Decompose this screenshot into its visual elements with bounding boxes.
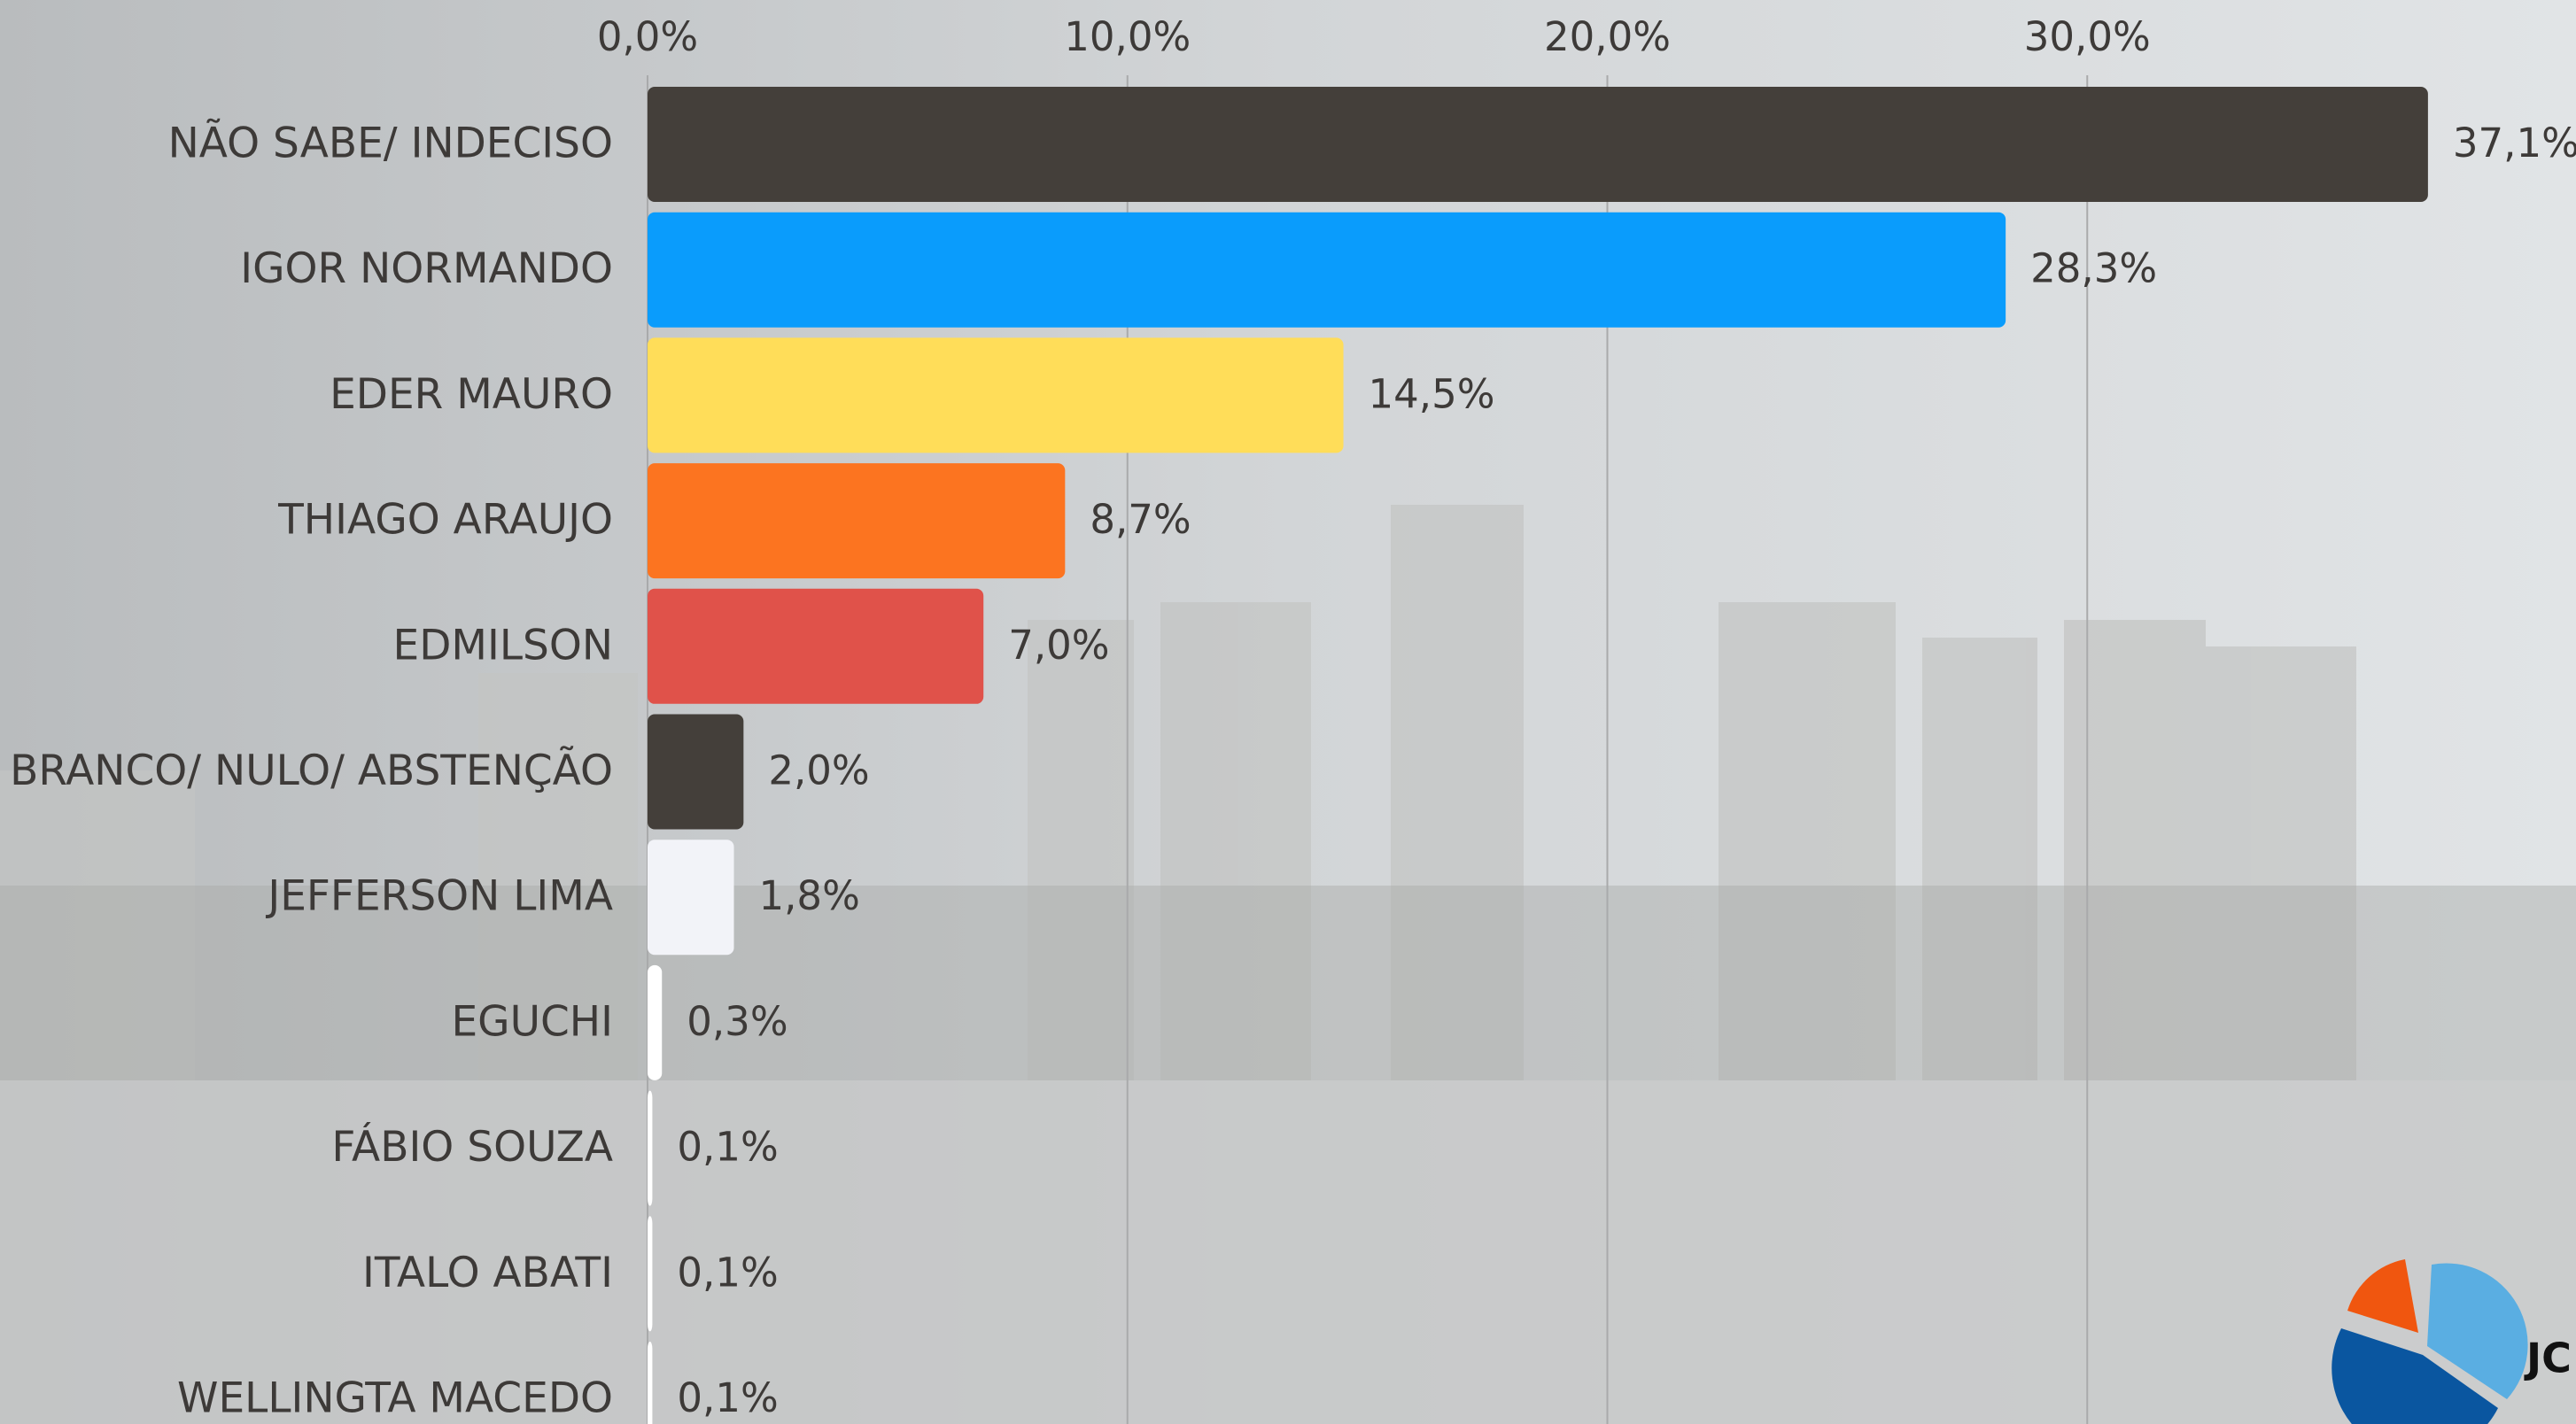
bar — [648, 1342, 653, 1424]
y-tick-label: FÁBIO SOUZA — [331, 1123, 613, 1172]
y-tick-label: NÃO SABE/ INDECISO — [168, 120, 613, 168]
value-label: 0,1% — [677, 1124, 778, 1171]
y-tick-label: EDMILSON — [393, 621, 613, 669]
bar — [648, 840, 734, 956]
bar — [648, 1216, 653, 1332]
logo: JC — [2332, 1259, 2572, 1424]
value-label: 0,1% — [677, 1374, 778, 1421]
y-tick-label: EDER MAURO — [330, 370, 613, 419]
bar — [648, 463, 1066, 579]
x-tick-label: 30,0% — [2024, 13, 2151, 60]
value-label: 2,0% — [768, 747, 869, 794]
y-tick-label: EGUCHI — [451, 997, 613, 1046]
bar — [648, 964, 663, 1080]
shore — [0, 886, 2576, 1080]
y-tick-label: THIAGO ARAUJO — [277, 496, 613, 545]
x-tick-label: 10,0% — [1064, 13, 1191, 60]
bar — [648, 337, 1344, 453]
value-label: 28,3% — [2030, 245, 2157, 292]
y-tick-label: ITALO ABATI — [362, 1249, 613, 1297]
y-tick-label: IGOR NORMANDO — [240, 244, 613, 293]
bar — [648, 588, 984, 704]
x-tick-label: 0,0% — [597, 13, 698, 60]
skyline — [0, 505, 2356, 1080]
bar — [648, 1090, 653, 1206]
value-label: 0,3% — [687, 998, 788, 1045]
logo-text: JC — [2524, 1335, 2572, 1382]
bar — [648, 212, 2006, 328]
value-label: 1,8% — [759, 872, 860, 919]
bar — [648, 87, 2428, 202]
y-tick-label: BRANCO/ NULO/ ABSTENÇÃO — [10, 747, 613, 795]
value-label: 0,1% — [677, 1249, 778, 1296]
water — [0, 1080, 2576, 1424]
y-tick-label: JEFFERSON LIMA — [265, 872, 613, 921]
x-tick-label: 20,0% — [1544, 13, 1671, 60]
value-label: 7,0% — [1008, 622, 1109, 669]
value-label: 8,7% — [1090, 496, 1191, 543]
value-label: 14,5% — [1369, 370, 1495, 417]
bar — [648, 714, 744, 830]
value-label: 37,1% — [2453, 120, 2576, 166]
y-tick-label: WELLINGTA MACEDO — [177, 1374, 613, 1423]
